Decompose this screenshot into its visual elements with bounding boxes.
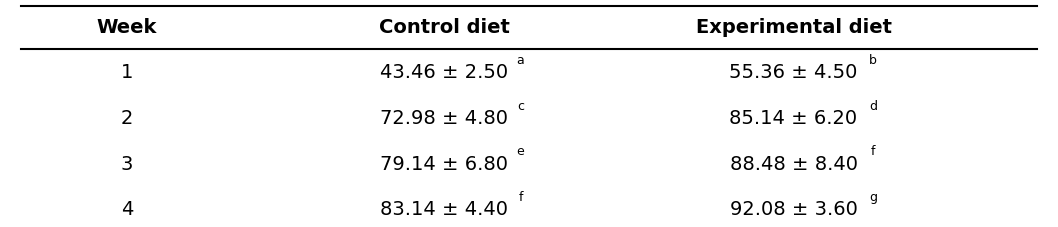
Text: 1: 1 xyxy=(121,63,133,82)
Text: b: b xyxy=(869,54,877,67)
Text: 85.14 ± 6.20: 85.14 ± 6.20 xyxy=(729,109,858,128)
Text: g: g xyxy=(869,190,877,203)
Text: f: f xyxy=(518,190,523,203)
Text: 55.36 ± 4.50: 55.36 ± 4.50 xyxy=(729,63,858,82)
Text: c: c xyxy=(517,99,524,112)
Text: 92.08 ± 3.60: 92.08 ± 3.60 xyxy=(730,199,857,218)
Text: f: f xyxy=(871,144,875,158)
Text: a: a xyxy=(516,54,525,67)
Text: 72.98 ± 4.80: 72.98 ± 4.80 xyxy=(381,109,508,128)
Text: 43.46 ± 2.50: 43.46 ± 2.50 xyxy=(380,63,509,82)
Text: 3: 3 xyxy=(121,154,133,173)
Text: Week: Week xyxy=(96,18,158,37)
Text: 83.14 ± 4.40: 83.14 ± 4.40 xyxy=(381,199,508,218)
Text: e: e xyxy=(516,144,525,158)
Text: Experimental diet: Experimental diet xyxy=(695,18,892,37)
Text: 4: 4 xyxy=(121,199,133,218)
Text: 88.48 ± 8.40: 88.48 ± 8.40 xyxy=(730,154,857,173)
Text: 2: 2 xyxy=(121,109,133,128)
Text: 79.14 ± 6.80: 79.14 ± 6.80 xyxy=(381,154,508,173)
Text: d: d xyxy=(869,99,877,112)
Text: Control diet: Control diet xyxy=(379,18,510,37)
